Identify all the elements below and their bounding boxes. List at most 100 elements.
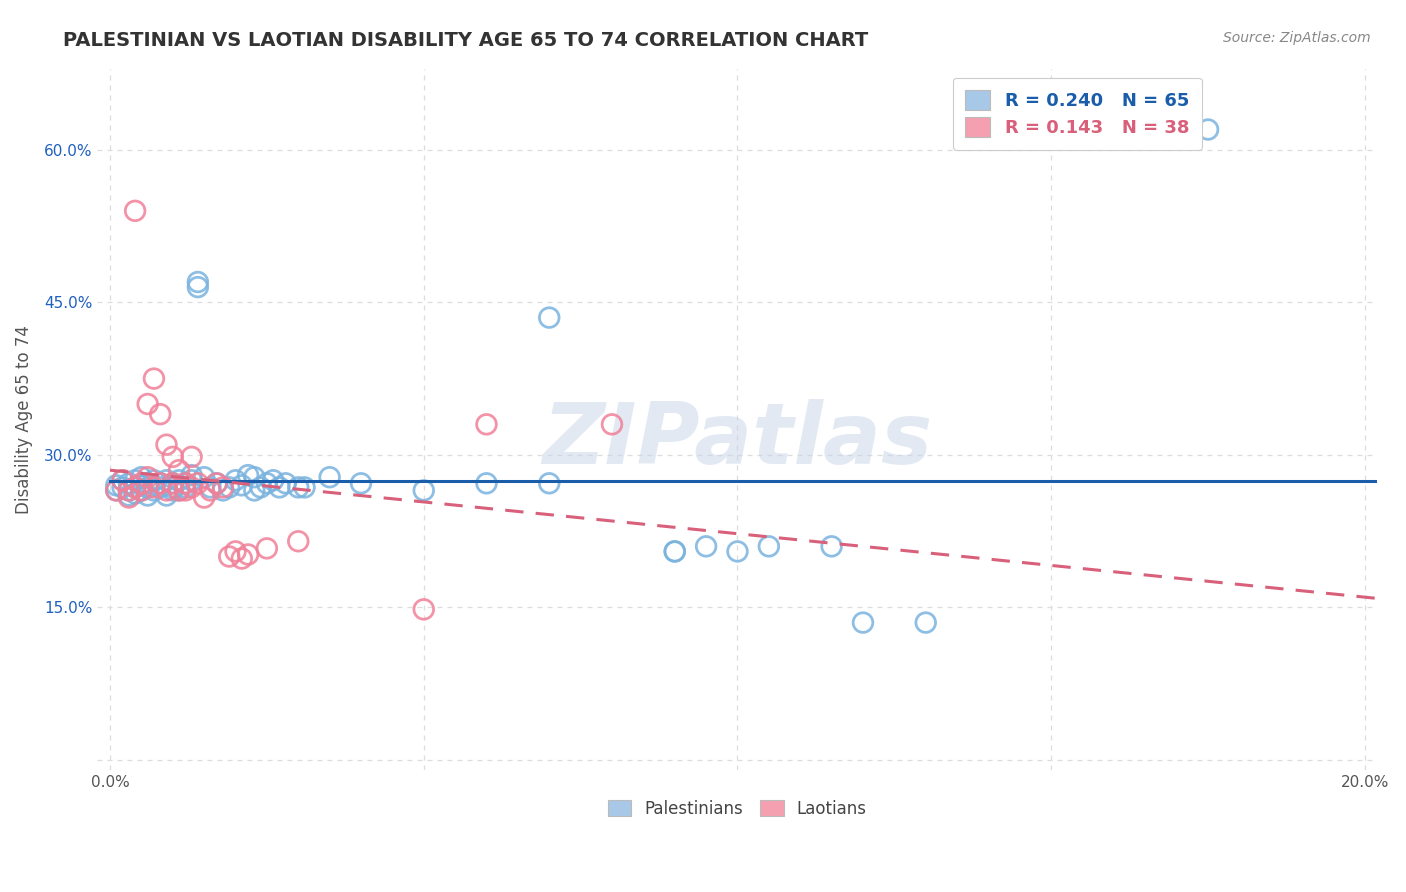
Point bbox=[131, 478, 153, 492]
Point bbox=[105, 483, 128, 498]
Point bbox=[124, 480, 146, 494]
Text: ZIPatlas: ZIPatlas bbox=[543, 399, 932, 482]
Point bbox=[162, 450, 184, 464]
Point bbox=[820, 539, 842, 553]
Point bbox=[155, 489, 177, 503]
Point bbox=[111, 473, 134, 487]
Y-axis label: Disability Age 65 to 74: Disability Age 65 to 74 bbox=[15, 325, 32, 514]
Point bbox=[149, 480, 172, 494]
Point bbox=[225, 544, 247, 558]
Point bbox=[118, 489, 141, 503]
Point bbox=[538, 310, 561, 325]
Point bbox=[167, 483, 190, 498]
Point bbox=[118, 491, 141, 505]
Point bbox=[118, 476, 141, 491]
Point bbox=[269, 480, 291, 494]
Point bbox=[142, 480, 165, 494]
Point bbox=[142, 371, 165, 385]
Point bbox=[758, 539, 780, 553]
Point bbox=[249, 480, 271, 494]
Point bbox=[695, 539, 717, 553]
Point bbox=[236, 468, 259, 483]
Point bbox=[136, 397, 159, 411]
Point bbox=[162, 476, 184, 491]
Point bbox=[256, 476, 278, 491]
Point bbox=[412, 602, 434, 616]
Point bbox=[205, 476, 228, 491]
Point bbox=[727, 544, 749, 558]
Point bbox=[174, 483, 197, 498]
Point bbox=[174, 476, 197, 491]
Text: PALESTINIAN VS LAOTIAN DISABILITY AGE 65 TO 74 CORRELATION CHART: PALESTINIAN VS LAOTIAN DISABILITY AGE 65… bbox=[63, 31, 869, 50]
Point bbox=[131, 483, 153, 498]
Point bbox=[212, 483, 235, 498]
Point bbox=[174, 476, 197, 491]
Point bbox=[218, 549, 240, 564]
Point bbox=[111, 480, 134, 494]
Point bbox=[155, 438, 177, 452]
Point bbox=[162, 483, 184, 498]
Point bbox=[852, 615, 875, 630]
Point bbox=[131, 483, 153, 498]
Point bbox=[200, 483, 222, 498]
Point bbox=[142, 473, 165, 487]
Point bbox=[256, 541, 278, 556]
Point bbox=[142, 483, 165, 498]
Point bbox=[193, 470, 215, 484]
Point bbox=[167, 473, 190, 487]
Point bbox=[243, 483, 266, 498]
Point bbox=[193, 491, 215, 505]
Point bbox=[155, 473, 177, 487]
Point bbox=[243, 470, 266, 484]
Text: Source: ZipAtlas.com: Source: ZipAtlas.com bbox=[1223, 31, 1371, 45]
Point bbox=[287, 480, 309, 494]
Point bbox=[318, 470, 340, 484]
Point bbox=[105, 478, 128, 492]
Point bbox=[131, 476, 153, 491]
Point bbox=[149, 407, 172, 421]
Point bbox=[149, 476, 172, 491]
Point bbox=[174, 480, 197, 494]
Point bbox=[231, 478, 253, 492]
Point bbox=[180, 480, 202, 494]
Point bbox=[200, 480, 222, 494]
Point bbox=[287, 534, 309, 549]
Point bbox=[131, 470, 153, 484]
Point bbox=[236, 548, 259, 562]
Point bbox=[167, 463, 190, 477]
Point bbox=[274, 476, 297, 491]
Point bbox=[155, 483, 177, 498]
Point bbox=[475, 417, 498, 432]
Point bbox=[136, 480, 159, 494]
Point bbox=[124, 480, 146, 494]
Point bbox=[105, 483, 128, 498]
Point bbox=[162, 480, 184, 494]
Point bbox=[538, 476, 561, 491]
Point bbox=[162, 476, 184, 491]
Point bbox=[1197, 122, 1219, 136]
Point bbox=[475, 476, 498, 491]
Point bbox=[664, 544, 686, 558]
Point bbox=[231, 551, 253, 566]
Point bbox=[180, 450, 202, 464]
Point bbox=[294, 480, 316, 494]
Point bbox=[350, 476, 373, 491]
Point bbox=[412, 483, 434, 498]
Point bbox=[111, 473, 134, 487]
Point bbox=[136, 470, 159, 484]
Point bbox=[212, 480, 235, 494]
Point bbox=[262, 473, 284, 487]
Point bbox=[118, 483, 141, 498]
Point bbox=[124, 473, 146, 487]
Point bbox=[124, 203, 146, 218]
Point bbox=[187, 280, 209, 294]
Point bbox=[136, 489, 159, 503]
Legend: Palestinians, Laotians: Palestinians, Laotians bbox=[602, 794, 873, 825]
Point bbox=[180, 468, 202, 483]
Point bbox=[136, 476, 159, 491]
Point bbox=[167, 483, 190, 498]
Point bbox=[218, 480, 240, 494]
Point bbox=[118, 483, 141, 498]
Point bbox=[205, 476, 228, 491]
Point bbox=[180, 473, 202, 487]
